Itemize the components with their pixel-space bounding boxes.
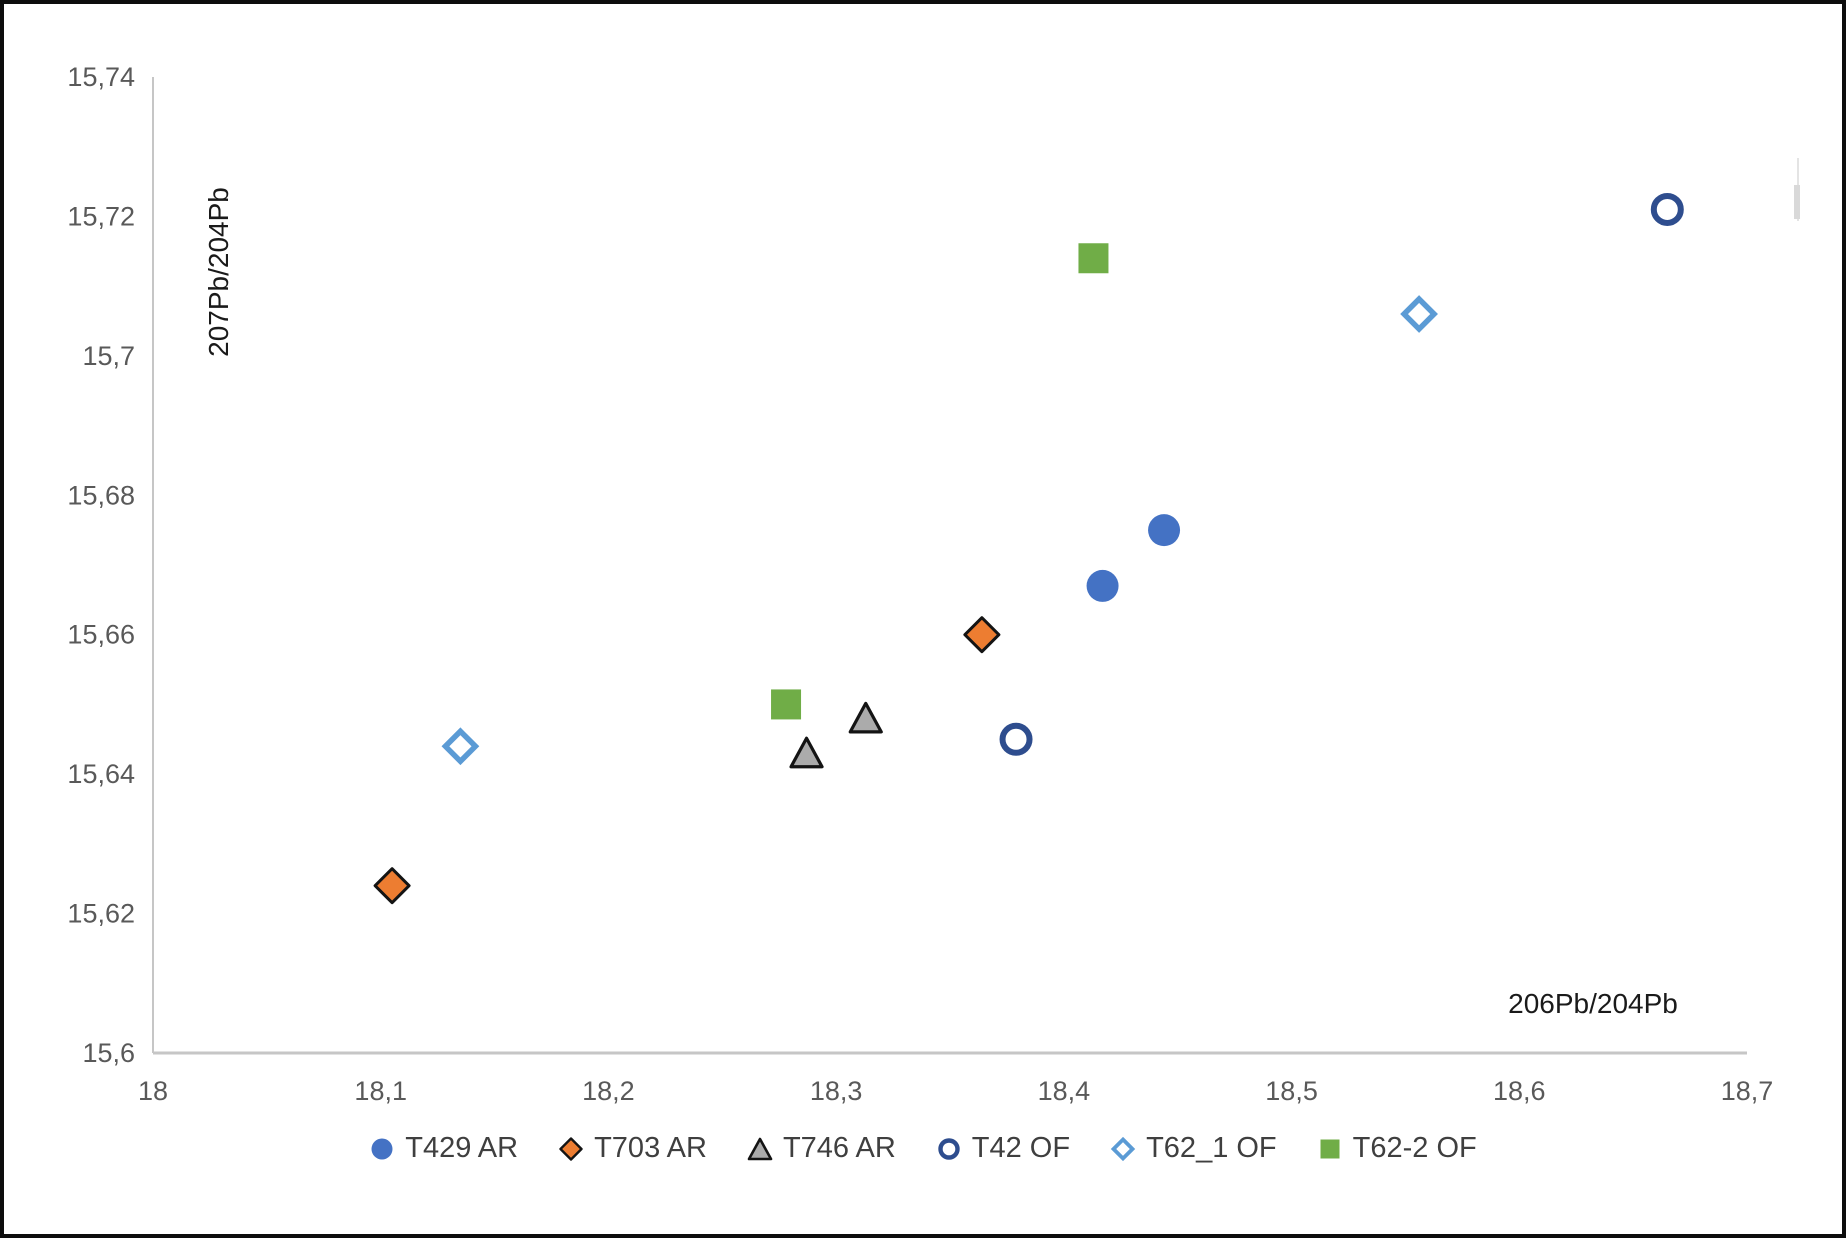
- scrollbar-thumb[interactable]: [1794, 185, 1800, 219]
- data-point[interactable]: [789, 736, 824, 769]
- data-point[interactable]: [771, 689, 802, 720]
- legend-label: T429 AR: [405, 1132, 519, 1164]
- legend-marker-filled-circle-icon: [371, 1138, 393, 1159]
- legend-item-t429-ar[interactable]: T429 AR: [369, 1132, 518, 1165]
- x-tick-label: 18,1: [354, 1076, 407, 1106]
- scatter-plot[interactable]: 15,6 15,62 15,64 15,66 15,68 15,7 15,72 15,74 18…: [4, 4, 1842, 1234]
- y-tick-label: 15,72: [67, 201, 135, 231]
- data-point[interactable]: [848, 701, 883, 734]
- y-tick-label: 15,68: [67, 480, 135, 510]
- y-tick-label: 15,62: [67, 899, 135, 929]
- x-tick-label: 18,7: [1721, 1076, 1774, 1106]
- y-tick-label: 15,7: [82, 341, 135, 371]
- legend-item-t62-2-of[interactable]: T62-2 OF: [1317, 1132, 1477, 1165]
- legend-label: T42 OF: [971, 1132, 1071, 1164]
- data-point[interactable]: [373, 867, 411, 905]
- legend-marker-filled-square-icon: [1320, 1139, 1340, 1158]
- x-axis-title: 206Pb/204Pb: [1508, 988, 1678, 1019]
- legend-item-t746-ar[interactable]: T746 AR: [747, 1132, 896, 1165]
- data-point[interactable]: [1148, 514, 1181, 547]
- data-point[interactable]: [999, 722, 1033, 756]
- x-tick-label: 18,3: [810, 1076, 863, 1106]
- data-point[interactable]: [963, 616, 1001, 654]
- legend-marker-open-circle-icon: [938, 1137, 960, 1160]
- x-tick-label: 18: [138, 1076, 168, 1106]
- data-point[interactable]: [1650, 192, 1684, 226]
- y-axis-title: 207Pb/204Pb: [203, 187, 234, 357]
- data-point[interactable]: [1086, 569, 1119, 602]
- legend-label: T62_1 OF: [1146, 1132, 1277, 1164]
- legend-item-t62-1-of[interactable]: T62_1 OF: [1110, 1132, 1277, 1165]
- data-point[interactable]: [441, 727, 480, 766]
- y-tick-label: 15,6: [82, 1038, 135, 1068]
- y-tick-label: 15,66: [67, 620, 135, 650]
- legend-label: T746 AR: [782, 1132, 896, 1164]
- legend-marker-filled-triangle-icon: [747, 1137, 773, 1160]
- data-point[interactable]: [1078, 243, 1109, 274]
- legend-marker-filled-diamond-icon: [559, 1136, 583, 1161]
- legend-marker-open-diamond-icon: [1110, 1136, 1136, 1161]
- legend-item-t703-ar[interactable]: T703 AR: [558, 1132, 707, 1165]
- data-point[interactable]: [1400, 295, 1438, 333]
- chart-legend: T429 AR T703 AR T746 AR T42 OF T62_1 OF T62-2…: [4, 1132, 1842, 1165]
- x-tick-label: 18,6: [1493, 1076, 1546, 1106]
- x-tick-label: 18,2: [582, 1076, 635, 1106]
- legend-label: T62-2 OF: [1352, 1132, 1477, 1164]
- y-tick-label: 15,64: [67, 759, 135, 789]
- y-tick-label: 15,74: [67, 62, 135, 92]
- legend-label: T703 AR: [594, 1132, 707, 1164]
- x-tick-label: 18,5: [1265, 1076, 1318, 1106]
- legend-item-t42-of[interactable]: T42 OF: [936, 1132, 1070, 1165]
- x-tick-label: 18,4: [1038, 1076, 1091, 1106]
